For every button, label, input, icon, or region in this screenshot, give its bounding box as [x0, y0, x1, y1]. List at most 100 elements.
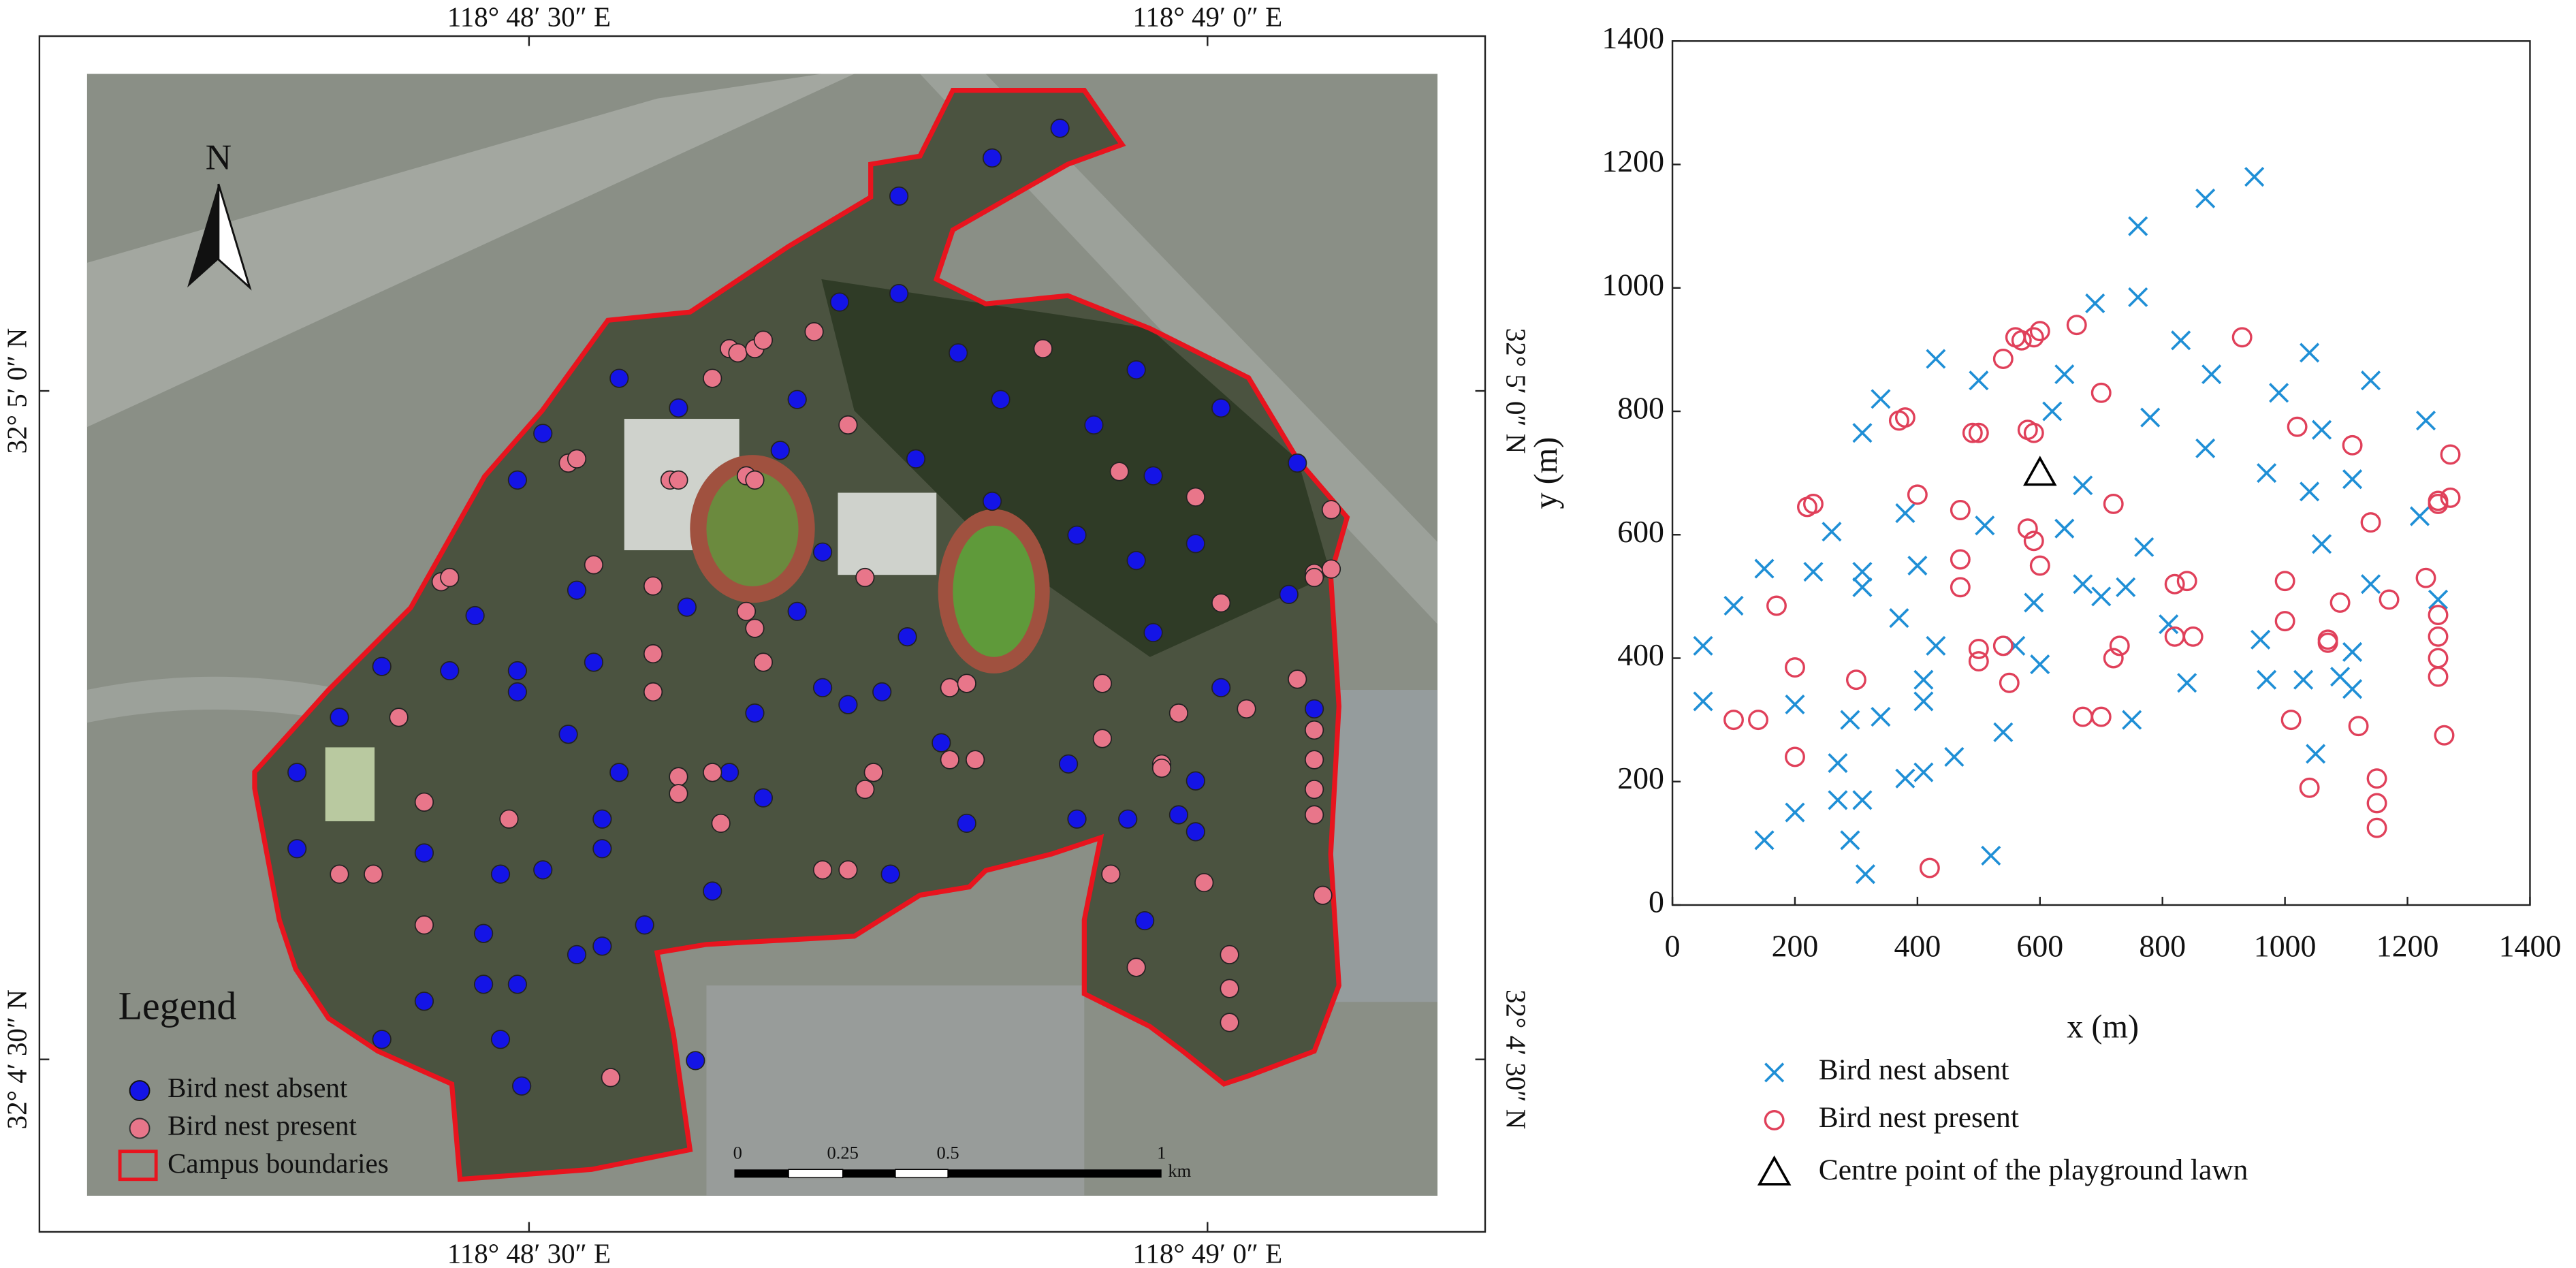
nest-dot [1288, 669, 1307, 689]
map-dots [287, 118, 1341, 1096]
legend-title: Legend [118, 984, 237, 1028]
circle-marker [2066, 315, 2087, 336]
circle-marker [2274, 571, 2295, 592]
nest-dot [364, 864, 383, 884]
nest-dot [703, 763, 722, 782]
nest-dot [1304, 699, 1324, 719]
x-marker [2128, 216, 2148, 236]
x-tick-label: 1200 [2376, 929, 2439, 964]
lon-label: 118° 49′ 0″ E [1132, 1, 1282, 32]
x-marker [2257, 463, 2277, 484]
nest-dot [669, 470, 688, 490]
nest-dot [507, 661, 527, 681]
nest-dot [703, 881, 722, 901]
scale-label: 0.5 [937, 1143, 959, 1163]
circle-marker [2366, 768, 2387, 789]
x-marker [2159, 614, 2179, 635]
nest-dot [1168, 805, 1189, 825]
x-marker [1871, 389, 1891, 409]
nest-dot [507, 974, 527, 994]
nest-dot [932, 733, 951, 752]
nest-dot [511, 1076, 532, 1096]
nest-dot [499, 809, 519, 829]
x-marker [1889, 608, 1909, 629]
x-marker [2409, 506, 2430, 526]
circle-marker [1968, 638, 1989, 659]
lon-label: 118° 49′ 0″ E [1132, 1238, 1282, 1268]
nest-dot [669, 398, 688, 418]
x-tick-label: 800 [2139, 929, 2186, 964]
x-marker [1913, 762, 1934, 782]
x-marker [2024, 592, 2044, 613]
circle-marker [2366, 817, 2387, 838]
x-marker [1754, 558, 1775, 579]
x-tick-label: 1000 [2254, 929, 2317, 964]
x-marker [2085, 293, 2105, 313]
x-marker [2244, 167, 2265, 187]
circle-marker [2428, 666, 2449, 687]
circle-marker [2428, 648, 2449, 669]
nest-dot [812, 678, 833, 697]
nest-dot [736, 601, 757, 621]
nest-dot [966, 750, 985, 770]
x-marker [1852, 790, 1873, 810]
scale-segment [948, 1169, 1162, 1178]
x-marker [2177, 673, 2197, 693]
x-marker [1764, 1062, 1785, 1083]
x-marker [1981, 845, 2001, 866]
nest-dot [1304, 750, 1324, 770]
nest-dot [473, 923, 494, 943]
x-marker [2251, 629, 2271, 650]
scale-segment [788, 1169, 844, 1179]
lawn [706, 471, 799, 587]
x-marker [2300, 343, 2320, 363]
x-marker [2128, 287, 2148, 307]
x-axis-label: x (m) [2067, 1009, 2139, 1045]
lat-label: 32° 4′ 30″ N [1501, 989, 1532, 1129]
legend-marker [118, 1150, 158, 1182]
circle-marker [1992, 349, 2014, 369]
circle-marker [2103, 493, 2124, 514]
x-marker [1828, 790, 1848, 810]
nest-dot [745, 470, 765, 490]
nest-dot [609, 368, 629, 388]
nest-dot [1313, 885, 1333, 905]
legend-label: Bird nest present [1819, 1101, 2019, 1134]
nest-dot [490, 864, 511, 884]
x-marker [2342, 641, 2363, 662]
x-marker [2116, 577, 2136, 597]
circle-marker [2231, 327, 2253, 348]
nest-dot [1092, 729, 1112, 748]
coord-ticks [39, 36, 1486, 1232]
x-marker [1754, 830, 1775, 851]
nest-dot [872, 682, 892, 702]
x-marker [1871, 707, 1891, 727]
nest-dot [558, 725, 578, 744]
x-marker [1913, 691, 1934, 712]
scale-label: 0 [733, 1143, 742, 1163]
circle-marker [1723, 710, 1744, 731]
x-marker [1926, 635, 1946, 656]
y-tick-label: 600 [1617, 514, 1664, 549]
circle-marker [2342, 434, 2363, 456]
nest-dot [1118, 809, 1138, 829]
nest-dot [677, 597, 697, 617]
nest-dot [414, 915, 434, 935]
nest-dot [1033, 338, 1053, 359]
circle-marker [2428, 493, 2449, 514]
nest-dot [372, 1030, 392, 1049]
x-marker [2342, 469, 2363, 490]
x-marker [2140, 407, 2161, 428]
x-marker [1785, 802, 1805, 823]
circle-marker [2360, 512, 2381, 533]
lawn [953, 525, 1035, 657]
x-marker [1895, 503, 1915, 524]
nest-dot [643, 682, 663, 702]
nest-dot [686, 1051, 705, 1071]
nest-dot [1084, 415, 1104, 435]
nest-dot [855, 567, 875, 588]
x-marker [1693, 691, 1713, 712]
nest-dot [592, 936, 612, 956]
nest-dot [601, 1068, 620, 1088]
